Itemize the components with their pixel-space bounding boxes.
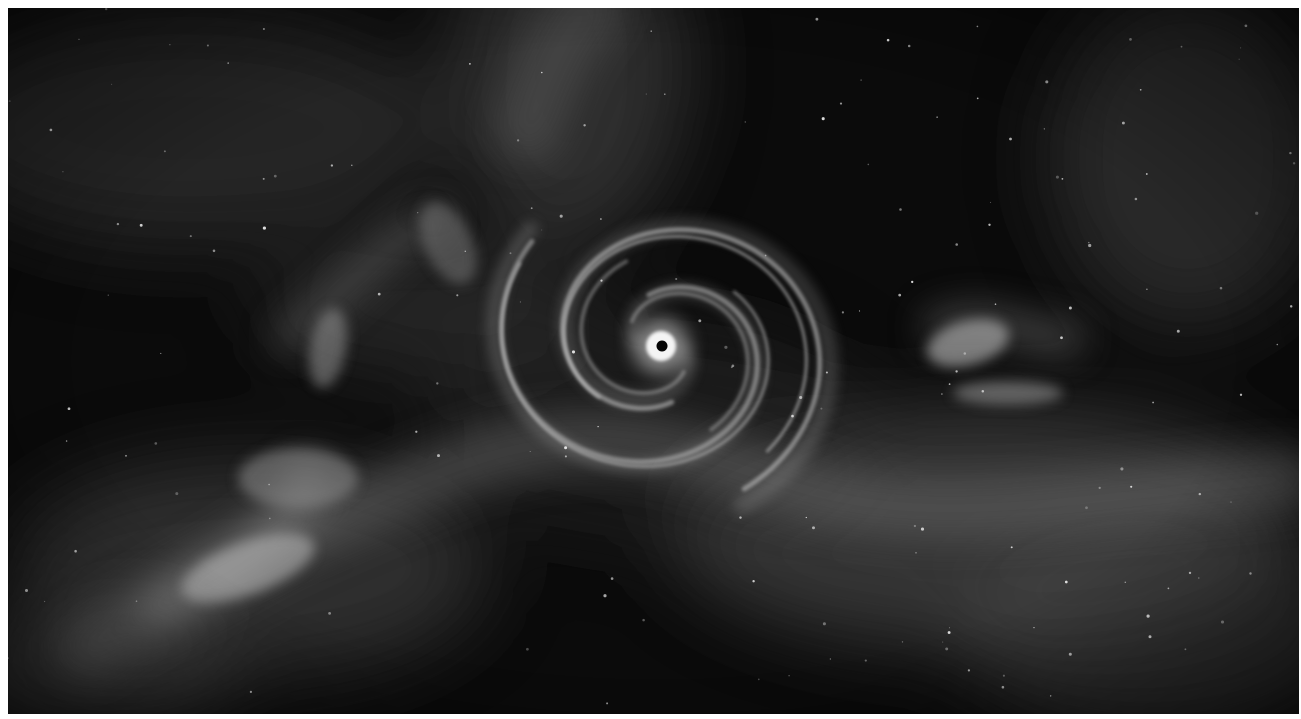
space-artwork-frame (8, 8, 1299, 714)
space-artwork (8, 8, 1299, 714)
vignette (8, 8, 1299, 714)
